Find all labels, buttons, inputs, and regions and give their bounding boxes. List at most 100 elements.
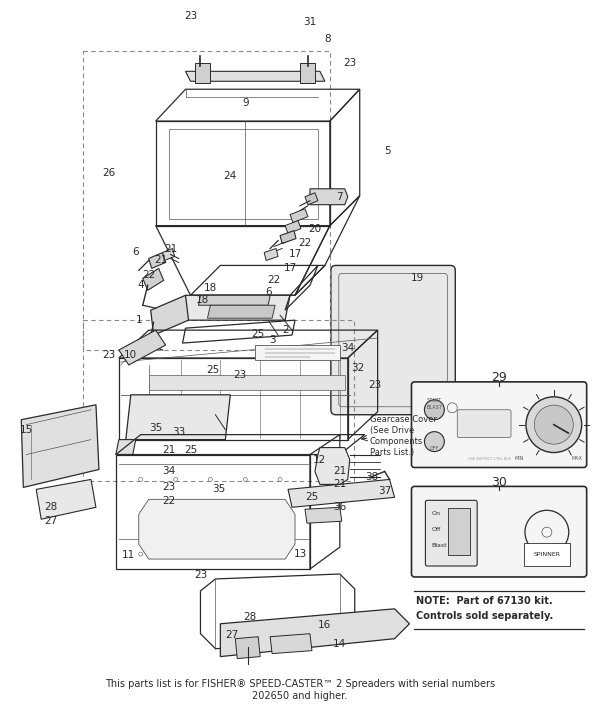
Polygon shape bbox=[163, 249, 175, 260]
Text: 25: 25 bbox=[251, 329, 265, 339]
Circle shape bbox=[424, 431, 445, 451]
Text: 25: 25 bbox=[206, 365, 219, 375]
Polygon shape bbox=[310, 189, 348, 205]
Circle shape bbox=[147, 430, 151, 434]
Circle shape bbox=[535, 405, 574, 444]
Text: 20: 20 bbox=[308, 224, 322, 234]
Text: 1: 1 bbox=[136, 315, 142, 325]
Text: 19: 19 bbox=[411, 273, 424, 283]
Polygon shape bbox=[199, 295, 270, 305]
Text: NOTE:  Part of 67130 kit.: NOTE: Part of 67130 kit. bbox=[416, 596, 553, 606]
Circle shape bbox=[526, 397, 581, 453]
Circle shape bbox=[424, 400, 445, 420]
Text: 8: 8 bbox=[325, 34, 331, 44]
Text: 6: 6 bbox=[133, 247, 139, 257]
Polygon shape bbox=[21, 405, 99, 488]
FancyBboxPatch shape bbox=[412, 486, 587, 577]
Text: 35: 35 bbox=[149, 423, 162, 433]
FancyBboxPatch shape bbox=[412, 382, 587, 468]
Text: 16: 16 bbox=[318, 620, 332, 630]
Text: 17: 17 bbox=[283, 263, 296, 273]
Polygon shape bbox=[151, 295, 188, 335]
Text: 21: 21 bbox=[333, 466, 346, 476]
Text: 30: 30 bbox=[491, 476, 507, 489]
Text: 27: 27 bbox=[44, 516, 58, 526]
Text: 22: 22 bbox=[298, 237, 311, 247]
Text: 23: 23 bbox=[184, 11, 197, 21]
Polygon shape bbox=[280, 230, 296, 244]
Text: (See Drive: (See Drive bbox=[370, 426, 414, 435]
Text: 18: 18 bbox=[204, 283, 217, 293]
Text: 202650 and higher.: 202650 and higher. bbox=[253, 692, 347, 702]
Text: USE INSTINCT CTRL BUS: USE INSTINCT CTRL BUS bbox=[467, 456, 511, 461]
Text: 21: 21 bbox=[162, 445, 175, 455]
Text: 26: 26 bbox=[102, 168, 116, 178]
Text: 23: 23 bbox=[102, 350, 116, 360]
Polygon shape bbox=[126, 395, 230, 440]
Polygon shape bbox=[270, 634, 312, 654]
Text: 15: 15 bbox=[20, 425, 33, 435]
Polygon shape bbox=[315, 448, 350, 484]
Text: 31: 31 bbox=[304, 16, 317, 26]
Text: Controls sold separately.: Controls sold separately. bbox=[416, 611, 554, 621]
Text: This parts list is for FISHER® SPEED-CASTER™ 2 Spreaders with serial numbers: This parts list is for FISHER® SPEED-CAS… bbox=[105, 679, 495, 689]
Text: 17: 17 bbox=[289, 250, 302, 260]
Polygon shape bbox=[235, 637, 260, 659]
Text: MAX: MAX bbox=[571, 456, 582, 461]
Text: 2: 2 bbox=[282, 325, 289, 335]
Text: 23: 23 bbox=[368, 380, 381, 390]
Polygon shape bbox=[149, 252, 166, 268]
Text: 34: 34 bbox=[162, 466, 175, 476]
Circle shape bbox=[147, 406, 151, 410]
Text: 18: 18 bbox=[196, 295, 209, 305]
Polygon shape bbox=[288, 479, 395, 507]
Text: 37: 37 bbox=[378, 486, 391, 496]
Polygon shape bbox=[220, 609, 409, 657]
Text: 14: 14 bbox=[333, 639, 346, 649]
Polygon shape bbox=[181, 295, 290, 320]
Text: 22: 22 bbox=[162, 496, 175, 506]
Text: Blast: Blast bbox=[431, 543, 447, 548]
Text: 12: 12 bbox=[313, 454, 326, 465]
Polygon shape bbox=[196, 63, 211, 83]
Text: Parts List.): Parts List.) bbox=[370, 448, 414, 456]
FancyBboxPatch shape bbox=[425, 501, 477, 566]
Text: 23: 23 bbox=[162, 483, 175, 493]
Text: Off: Off bbox=[431, 527, 440, 532]
Text: 10: 10 bbox=[124, 350, 137, 360]
Circle shape bbox=[158, 400, 163, 404]
Text: 21: 21 bbox=[164, 244, 177, 254]
FancyBboxPatch shape bbox=[457, 410, 511, 438]
Text: 6: 6 bbox=[265, 287, 271, 297]
Polygon shape bbox=[285, 220, 301, 234]
Text: SPINNER: SPINNER bbox=[533, 552, 560, 557]
Polygon shape bbox=[208, 305, 275, 318]
Polygon shape bbox=[139, 499, 295, 559]
Circle shape bbox=[147, 418, 151, 421]
Polygon shape bbox=[143, 268, 164, 290]
Text: 5: 5 bbox=[384, 146, 391, 156]
Text: 25: 25 bbox=[184, 445, 197, 455]
Text: 9: 9 bbox=[242, 98, 248, 108]
Polygon shape bbox=[119, 330, 166, 365]
Text: 13: 13 bbox=[293, 549, 307, 559]
Circle shape bbox=[158, 413, 163, 416]
Text: 34: 34 bbox=[341, 343, 355, 353]
Text: 38: 38 bbox=[365, 473, 378, 483]
Text: 4: 4 bbox=[137, 280, 144, 290]
Text: 21: 21 bbox=[154, 255, 167, 265]
Text: 33: 33 bbox=[172, 426, 185, 436]
Text: BLAST: BLAST bbox=[427, 405, 442, 410]
Text: 22: 22 bbox=[142, 270, 155, 280]
Polygon shape bbox=[149, 375, 345, 390]
Text: MIN: MIN bbox=[514, 456, 524, 461]
Text: 7: 7 bbox=[337, 192, 343, 202]
Text: On: On bbox=[431, 511, 440, 516]
Polygon shape bbox=[290, 209, 308, 222]
Circle shape bbox=[158, 426, 163, 430]
Text: Gearcase Cover: Gearcase Cover bbox=[370, 415, 437, 424]
Polygon shape bbox=[36, 479, 96, 519]
Polygon shape bbox=[255, 345, 340, 360]
Text: 11: 11 bbox=[122, 550, 136, 560]
Polygon shape bbox=[116, 440, 136, 455]
